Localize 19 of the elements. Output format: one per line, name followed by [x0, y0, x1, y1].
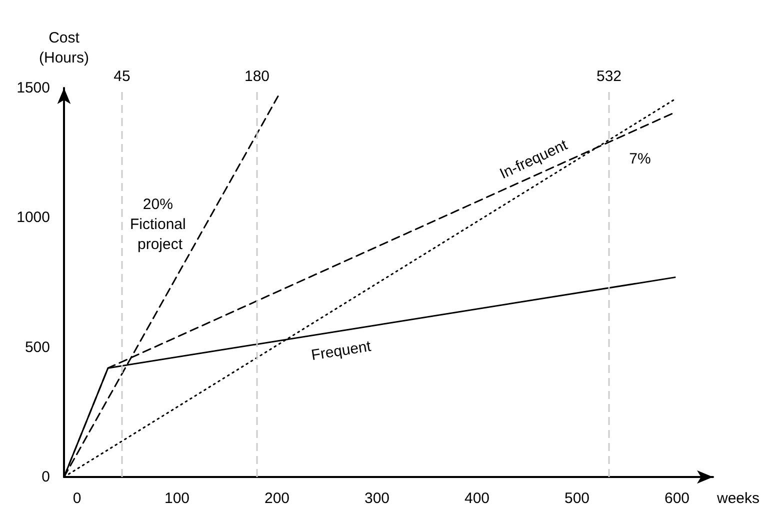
x-tick-label: 0	[72, 490, 82, 507]
ref-line-label: 45	[114, 68, 130, 85]
y-tick-label: 500	[24, 338, 50, 356]
series-label: 20% Fictional project	[130, 196, 190, 253]
y-tick-label: 1000	[16, 209, 50, 226]
x-tick-label: 500	[564, 490, 590, 507]
ref-line-label: 180	[244, 68, 270, 85]
ref-line-label: 532	[596, 68, 622, 85]
x-axis-title: weeks	[716, 490, 760, 507]
y-tick-label: 1500	[16, 80, 50, 96]
x-tick-label: 200	[264, 490, 290, 507]
x-tick-label: 300	[364, 490, 390, 507]
x-tick-label: 600	[664, 490, 690, 507]
x-tick-label: 100	[164, 490, 190, 507]
y-tick-label: 0	[42, 468, 50, 486]
x-tick-label: 400	[464, 490, 490, 507]
text: Frequent	[310, 338, 373, 364]
y-axis-title: Cost (Hours)	[38, 30, 90, 66]
series-label: 7%	[629, 150, 651, 168]
